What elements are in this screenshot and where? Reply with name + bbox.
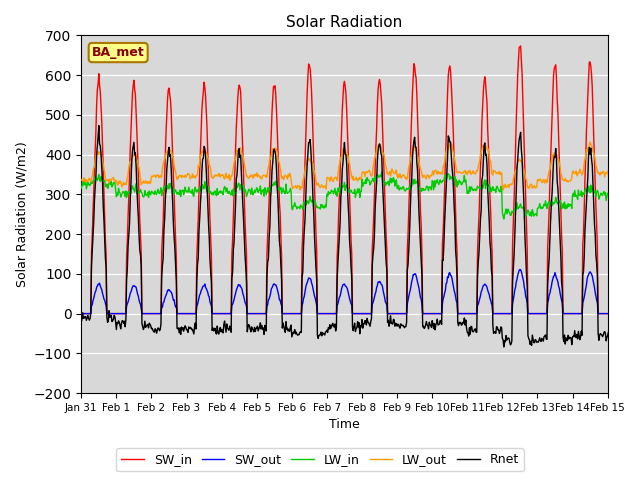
LW_out [77, 177, 85, 182]
SW_out [420, 311, 428, 316]
SW_in [638, 311, 640, 316]
LW_out [246, 172, 254, 178]
Rnet [144, 322, 152, 327]
LW_out [638, 169, 640, 175]
LW_out [143, 180, 151, 186]
LW_in [500, 216, 508, 222]
LW_out [420, 173, 428, 179]
LW_in [638, 190, 640, 195]
SW_in [420, 311, 428, 316]
SW_out [274, 289, 282, 295]
SW_out [143, 311, 151, 316]
Rnet [275, 217, 282, 223]
SW_in [143, 311, 151, 316]
Line: LW_out: LW_out [81, 142, 640, 190]
Rnet [77, 319, 85, 325]
Line: LW_in: LW_in [81, 172, 640, 219]
Rnet [420, 325, 428, 331]
Line: SW_out: SW_out [81, 269, 640, 313]
SW_out [77, 311, 85, 316]
Line: SW_in: SW_in [81, 46, 640, 313]
Title: Solar Radiation: Solar Radiation [286, 15, 403, 30]
LW_in [274, 185, 282, 191]
Rnet [452, 247, 460, 252]
Line: Rnet: Rnet [81, 126, 640, 347]
SW_out [451, 290, 459, 296]
Rnet [95, 123, 102, 129]
SW_in [246, 311, 254, 316]
SW_in [516, 43, 524, 49]
Rnet [500, 344, 508, 350]
LW_in [295, 204, 303, 210]
SW_in [77, 311, 85, 316]
SW_in [274, 147, 282, 153]
LW_in [246, 188, 254, 194]
Rnet [247, 329, 255, 335]
LW_in [378, 169, 385, 175]
Text: BA_met: BA_met [92, 46, 145, 59]
LW_in [143, 192, 151, 198]
SW_in [451, 180, 459, 186]
LW_out [274, 157, 282, 163]
SW_out [246, 311, 254, 316]
Rnet [296, 329, 304, 335]
Y-axis label: Solar Radiation (W/m2): Solar Radiation (W/m2) [15, 141, 28, 287]
Rnet [638, 331, 640, 337]
LW_in [452, 182, 460, 188]
SW_out [295, 311, 303, 316]
Legend: SW_in, SW_out, LW_in, LW_out, Rnet: SW_in, SW_out, LW_in, LW_out, Rnet [116, 448, 524, 471]
SW_out [621, 266, 628, 272]
LW_in [77, 185, 85, 191]
LW_out [621, 139, 628, 144]
LW_out [295, 183, 303, 189]
SW_out [638, 311, 640, 316]
SW_in [295, 311, 303, 316]
LW_out [499, 187, 507, 193]
LW_out [451, 157, 459, 163]
LW_in [420, 187, 428, 193]
X-axis label: Time: Time [329, 419, 360, 432]
